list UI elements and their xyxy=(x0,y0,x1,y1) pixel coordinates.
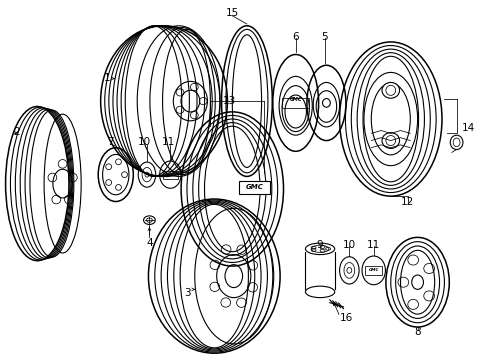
Text: 15: 15 xyxy=(225,8,239,18)
Text: 14: 14 xyxy=(461,123,474,133)
Ellipse shape xyxy=(381,82,399,98)
Text: 2: 2 xyxy=(13,127,20,136)
Text: 13: 13 xyxy=(223,96,236,106)
Text: 7: 7 xyxy=(107,138,114,147)
Text: 4: 4 xyxy=(146,238,152,248)
Text: GMC: GMC xyxy=(245,184,263,190)
FancyBboxPatch shape xyxy=(238,181,270,194)
Text: 5: 5 xyxy=(321,32,327,41)
Text: 10: 10 xyxy=(138,138,151,147)
Text: 12: 12 xyxy=(401,197,414,207)
Text: GMC: GMC xyxy=(165,173,175,177)
Text: 6: 6 xyxy=(292,32,298,41)
Text: 16: 16 xyxy=(339,313,352,323)
Text: 9: 9 xyxy=(316,239,323,249)
Text: 10: 10 xyxy=(342,239,355,249)
Text: 8: 8 xyxy=(413,327,420,337)
Text: GMC: GMC xyxy=(289,97,301,102)
Text: 11: 11 xyxy=(162,138,175,147)
Text: 1: 1 xyxy=(103,73,110,83)
Text: 3: 3 xyxy=(184,288,190,298)
Text: 11: 11 xyxy=(366,239,380,249)
Text: GMC: GMC xyxy=(368,268,378,273)
Ellipse shape xyxy=(381,133,399,148)
